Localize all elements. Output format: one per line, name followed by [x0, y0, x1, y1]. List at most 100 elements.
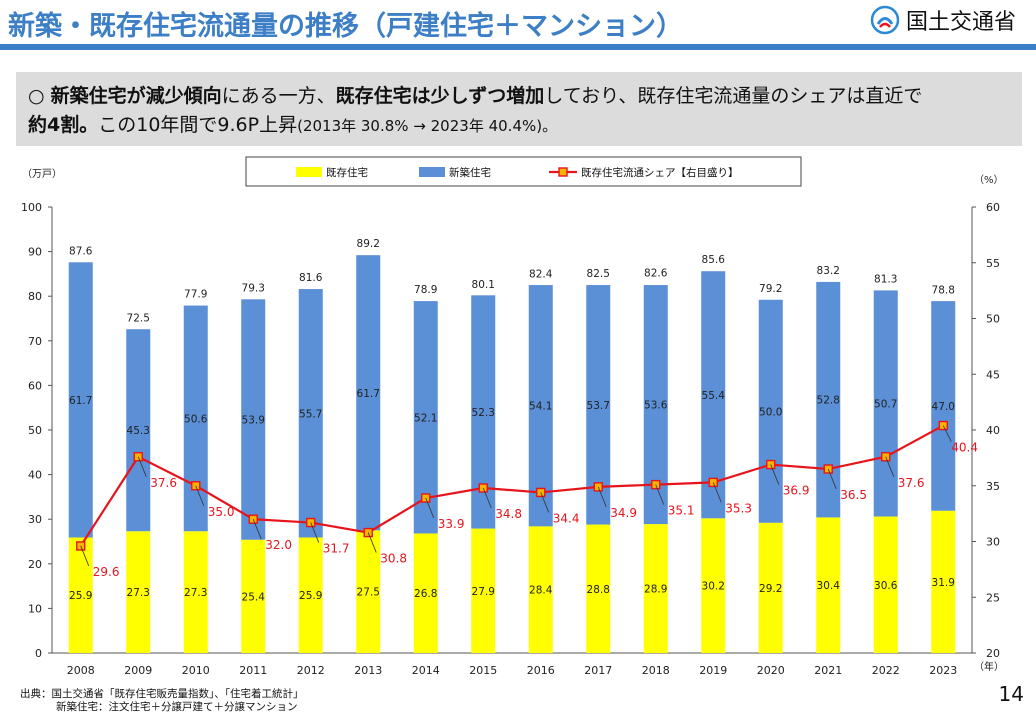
y2-tick-label: 25 [986, 591, 1000, 604]
bar-existing [931, 510, 956, 653]
label-new: 50.6 [184, 413, 208, 425]
y-tick-label: 80 [28, 290, 42, 303]
share-label: 34.8 [495, 507, 522, 521]
label-existing: 27.9 [472, 586, 495, 598]
x-tick-label: 2011 [239, 664, 267, 677]
share-line [79, 424, 944, 547]
label-new: 52.8 [817, 395, 840, 407]
bar-new [68, 262, 93, 538]
label-new: 53.9 [242, 415, 265, 427]
label-total: 81.6 [299, 272, 323, 284]
y-tick-label: 0 [35, 647, 42, 660]
right-axis-unit: （%） [974, 174, 1004, 186]
bar-new [758, 299, 783, 523]
bar-existing [758, 522, 783, 653]
share-leader [712, 482, 722, 503]
bar-new [931, 301, 956, 511]
y2-tick-label: 35 [986, 480, 1000, 493]
label-new: 52.1 [414, 412, 437, 424]
x-tick-label: 2016 [527, 664, 555, 677]
bar-existing [356, 530, 381, 653]
label-existing: 25.4 [242, 591, 266, 603]
bar-existing [471, 528, 496, 653]
y2-tick-label: 40 [986, 424, 1000, 437]
label-existing: 25.9 [299, 590, 322, 602]
share-label: 29.6 [93, 565, 120, 579]
share-leader [597, 486, 607, 508]
left-axis-unit: （万戸） [22, 168, 62, 180]
label-total: 78.9 [414, 284, 437, 296]
y-tick-label: 40 [28, 469, 42, 482]
label-total: 82.6 [644, 268, 668, 280]
x-tick-label: 2012 [297, 664, 325, 677]
header-rule [0, 44, 1036, 50]
y-tick-label: 90 [28, 246, 42, 259]
bar-existing [413, 533, 438, 653]
bar-new [356, 255, 381, 531]
summary-emph-1: 新築住宅が減少傾向 [50, 85, 222, 107]
share-leader [770, 464, 780, 485]
y2-tick-label: 30 [986, 536, 1000, 549]
source-note: 出典：国土交通省「既存住宅販売量指数」、「住宅着工統計」 新築住宅：注文住宅＋分… [20, 688, 304, 714]
share-point [76, 541, 86, 551]
share-label: 33.9 [438, 517, 465, 531]
share-leader [367, 532, 377, 553]
share-label: 37.6 [898, 476, 925, 490]
y-tick-label: 10 [28, 602, 42, 615]
y-tick-label: 100 [21, 201, 42, 214]
label-total: 82.4 [529, 268, 553, 280]
summary-note: (2013年 30.8% → 2023年 40.4%)。 [297, 117, 558, 135]
y2-tick-label: 50 [986, 313, 1000, 326]
source-line-2: 新築住宅：注文住宅＋分譲戸建て＋分譲マンション [56, 701, 298, 713]
x-tick-label: 2019 [699, 664, 727, 677]
x-tick-label: 2023 [929, 664, 957, 677]
share-leader [827, 468, 837, 490]
share-leader [425, 497, 435, 519]
y-tick-label: 20 [28, 558, 42, 571]
x-tick-label: 2009 [124, 664, 152, 677]
share-label: 34.9 [610, 506, 637, 520]
label-new: 47.0 [932, 401, 955, 413]
label-total: 78.8 [932, 285, 955, 297]
label-total: 85.6 [702, 254, 726, 266]
label-existing: 25.9 [69, 590, 92, 602]
label-new: 45.3 [127, 425, 150, 437]
summary-text-2: しており、既存住宅流通量のシェアは直近で [544, 85, 923, 107]
label-existing: 30.6 [874, 580, 898, 592]
legend-label-new: 新築住宅 [449, 166, 491, 179]
summary-emph-2: 既存住宅は少しずつ増加 [335, 85, 545, 107]
y2-tick-label: 55 [986, 257, 1000, 270]
label-new: 53.7 [587, 400, 610, 412]
x-tick-label: 2015 [469, 664, 497, 677]
share-label: 40.4 [951, 441, 978, 455]
source-line-1: 出典：国土交通省「既存住宅販売量指数」、「住宅着工統計」 [20, 688, 304, 700]
bar-new [298, 289, 323, 538]
label-existing: 31.9 [932, 577, 955, 589]
share-label: 35.3 [725, 501, 752, 515]
x-axis-unit: （年） [974, 660, 1004, 673]
x-tick-label: 2008 [67, 664, 95, 677]
x-tick-label: 2014 [412, 664, 440, 677]
label-total: 80.1 [472, 279, 495, 291]
label-existing: 27.3 [127, 587, 150, 599]
label-existing: 28.8 [587, 584, 610, 596]
label-new: 50.7 [874, 398, 897, 410]
page-number: 14 [998, 682, 1024, 706]
bar-new [241, 299, 266, 540]
label-total: 81.3 [874, 273, 897, 285]
bar-existing [183, 531, 208, 653]
share-leader [655, 484, 665, 505]
label-new: 61.7 [69, 395, 92, 407]
label-total: 77.9 [184, 289, 207, 301]
y2-tick-label: 45 [986, 368, 1000, 381]
housing-chart: 0 10 20 30 40 50 60 70 80 90 100 20 25 30 35 40 45 50 55 60… [21, 156, 1004, 677]
y2-tick-label: 60 [986, 201, 1000, 214]
label-total: 79.2 [759, 283, 782, 295]
share-label: 30.8 [380, 552, 407, 566]
label-existing: 28.4 [529, 585, 553, 597]
x-tick-label: 2017 [584, 664, 612, 677]
label-total: 79.3 [242, 282, 265, 294]
share-leader [80, 545, 90, 567]
bar-existing [701, 518, 726, 653]
y-tick-label: 60 [28, 379, 42, 392]
